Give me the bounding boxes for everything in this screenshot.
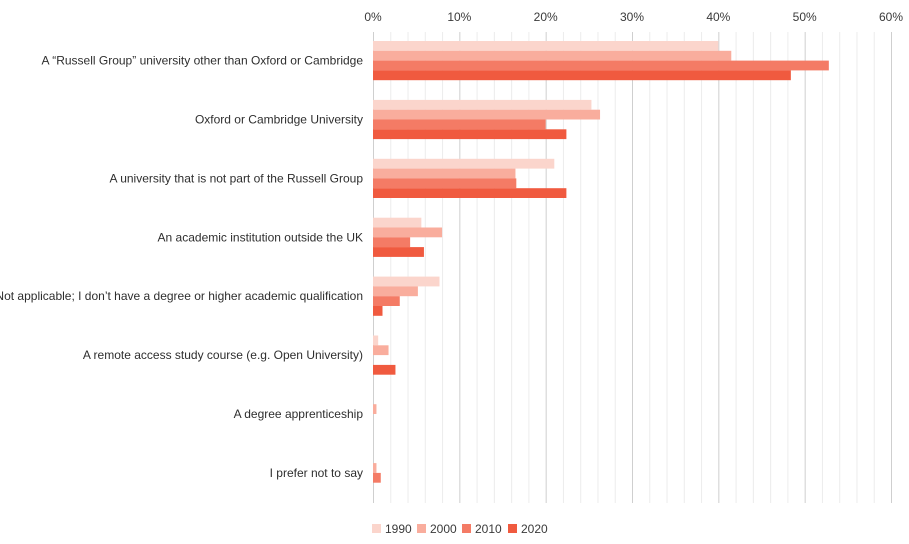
category-label: An academic institution outside the UK [158, 230, 363, 244]
bar-2010 [373, 60, 829, 71]
category-label: A university that is not part of the Rus… [110, 171, 364, 185]
bar-2020 [373, 70, 791, 81]
x-tick-label: 20% [534, 10, 558, 24]
x-tick-label: 50% [793, 10, 817, 24]
x-tick-label: 10% [447, 10, 471, 24]
bar-1990 [373, 158, 555, 169]
x-axis-ticks: 0% 10% 20% 30% 40% 50% 60% [364, 10, 903, 24]
bar-1990 [373, 99, 592, 110]
legend-swatch-2010 [462, 524, 471, 533]
legend-label: 1990 [385, 522, 412, 536]
bar-2010 [373, 296, 400, 306]
bar-2010 [373, 472, 381, 483]
bar-2000 [373, 50, 732, 61]
bar-2010 [373, 237, 411, 248]
category-labels: A “Russell Group” university other than … [0, 54, 363, 480]
bar-2010 [373, 178, 517, 189]
bar-1990 [373, 335, 379, 346]
bar-2020 [373, 306, 383, 316]
bar-2000 [373, 227, 443, 238]
bar-2020 [373, 247, 424, 257]
x-tick-label: 0% [364, 10, 382, 24]
bar-2020 [373, 364, 396, 375]
x-tick-label: 30% [620, 10, 644, 24]
bar-2000 [373, 404, 377, 414]
bar-2020 [373, 129, 567, 140]
x-tick-label: 40% [706, 10, 730, 24]
bar-1990 [373, 217, 422, 228]
legend-swatch-2020 [508, 524, 517, 533]
legend: 1990 2000 2010 2020 [372, 522, 548, 536]
bars [373, 41, 829, 483]
legend-swatch-2000 [417, 524, 426, 533]
bar-2000 [373, 168, 516, 179]
category-label: I prefer not to say [270, 466, 363, 480]
bar-1990 [373, 276, 440, 287]
legend-label: 2010 [475, 522, 502, 536]
x-tick-label: 60% [879, 10, 903, 24]
category-label: A degree apprenticeship [234, 407, 364, 421]
bar-2000 [373, 286, 418, 297]
category-label: A “Russell Group” university other than … [42, 54, 364, 68]
bar-2000 [373, 109, 601, 120]
category-label: Oxford or Cambridge University [195, 113, 363, 127]
bar-2000 [373, 345, 389, 356]
legend-label: 2000 [430, 522, 457, 536]
bar-2000 [373, 463, 377, 473]
bar-1990 [373, 41, 719, 51]
bar-2020 [373, 188, 567, 198]
legend-swatch-1990 [372, 524, 381, 533]
bar-2010 [373, 119, 546, 130]
category-label: Not applicable; I don’t have a degree or… [0, 289, 363, 303]
legend-label: 2020 [521, 522, 548, 536]
category-label: A remote access study course (e.g. Open … [83, 348, 363, 362]
